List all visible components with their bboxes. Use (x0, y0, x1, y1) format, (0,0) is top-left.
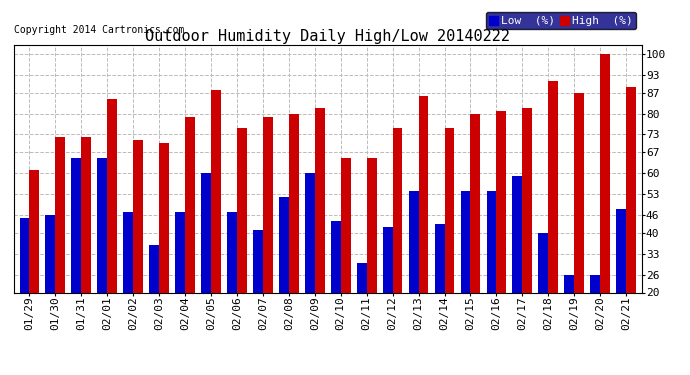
Bar (71, 158, 81, 292)
Bar (616, 209, 626, 292)
Bar (486, 191, 496, 292)
Bar (408, 191, 419, 292)
Bar (185, 117, 195, 292)
Bar (331, 221, 341, 292)
Bar (357, 262, 366, 292)
Bar (461, 191, 471, 292)
Title: Outdoor Humidity Daily High/Low 20140222: Outdoor Humidity Daily High/Low 20140222 (146, 29, 510, 44)
Bar (383, 227, 393, 292)
Bar (564, 274, 574, 292)
Bar (253, 230, 263, 292)
Bar (538, 233, 549, 292)
Bar (341, 158, 351, 292)
Bar (549, 81, 558, 292)
Bar (46, 215, 55, 292)
Bar (289, 114, 299, 292)
Bar (393, 129, 402, 292)
Bar (600, 54, 610, 292)
Bar (263, 117, 273, 292)
Bar (124, 212, 133, 292)
Bar (149, 245, 159, 292)
Bar (211, 90, 221, 292)
Bar (444, 129, 455, 292)
Bar (55, 138, 65, 292)
Bar (97, 158, 107, 292)
Bar (19, 218, 30, 292)
Bar (626, 87, 636, 292)
Bar (315, 108, 324, 292)
Bar (30, 170, 39, 292)
Bar (366, 158, 377, 292)
Bar (279, 197, 289, 292)
Bar (435, 224, 444, 292)
Bar (513, 176, 522, 292)
Legend: Low  (%), High  (%): Low (%), High (%) (486, 12, 636, 29)
Bar (201, 173, 211, 292)
Bar (419, 96, 428, 292)
Text: Copyright 2014 Cartronics.com: Copyright 2014 Cartronics.com (14, 25, 184, 35)
Bar (81, 138, 91, 292)
Bar (175, 212, 185, 292)
Bar (471, 114, 480, 292)
Bar (574, 93, 584, 292)
Bar (237, 129, 247, 292)
Bar (227, 212, 237, 292)
Bar (522, 108, 532, 292)
Bar (159, 143, 169, 292)
Bar (591, 274, 600, 292)
Bar (305, 173, 315, 292)
Bar (133, 140, 143, 292)
Bar (496, 111, 506, 292)
Bar (107, 99, 117, 292)
